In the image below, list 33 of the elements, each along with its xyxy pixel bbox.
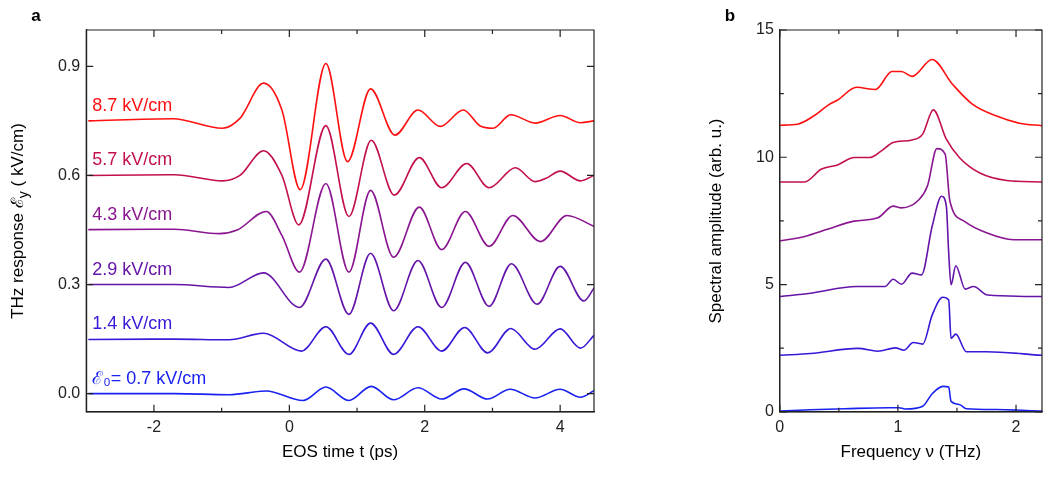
x-axis-title: Frequency ν (THz) (840, 441, 982, 462)
series-label: 1.4 kV/cm (92, 313, 173, 334)
series-label: 8.7 kV/cm (92, 94, 173, 115)
y-tick-label: 0.6 (57, 165, 81, 183)
line-series (779, 296, 1042, 357)
series-label: 5.7 kV/cm (92, 149, 173, 170)
y-tick-label: 0.9 (57, 56, 81, 74)
x-tick-label: 4 (555, 417, 565, 435)
line-series (779, 147, 1042, 242)
series-label: 2.9 kV/cm (92, 258, 173, 279)
line-series (779, 109, 1042, 183)
line-series (779, 58, 1042, 127)
y-tick-label: 0.3 (57, 274, 81, 292)
x-tick-label: 2 (1011, 417, 1021, 435)
x-tick-label: 1 (893, 417, 903, 435)
chart-title: b (724, 6, 736, 26)
x-tick-label: 2 (420, 417, 430, 435)
series-label: 4.3 kV/cm (92, 203, 173, 224)
y-tick-label: 10 (756, 147, 774, 165)
x-tick-label: -2 (146, 417, 162, 435)
x-tick-label: 0 (775, 417, 785, 435)
y-tick-label: 0 (764, 402, 774, 420)
x-tick-label: 0 (284, 417, 294, 435)
y-tick-label: 0.0 (57, 384, 81, 402)
series-label: ℰ₀= 0.7 kV/cm (92, 367, 207, 388)
y-tick-label: 5 (764, 274, 774, 292)
x-axis-title: EOS time t (ps) (282, 441, 399, 462)
line-series (779, 195, 1042, 298)
y-tick-label: 15 (756, 20, 774, 38)
line-series (88, 62, 594, 191)
chart-title: a (31, 6, 41, 26)
line-series (88, 182, 594, 273)
y-axis-title: Spectral amplitude (arb. u.) (706, 118, 726, 324)
